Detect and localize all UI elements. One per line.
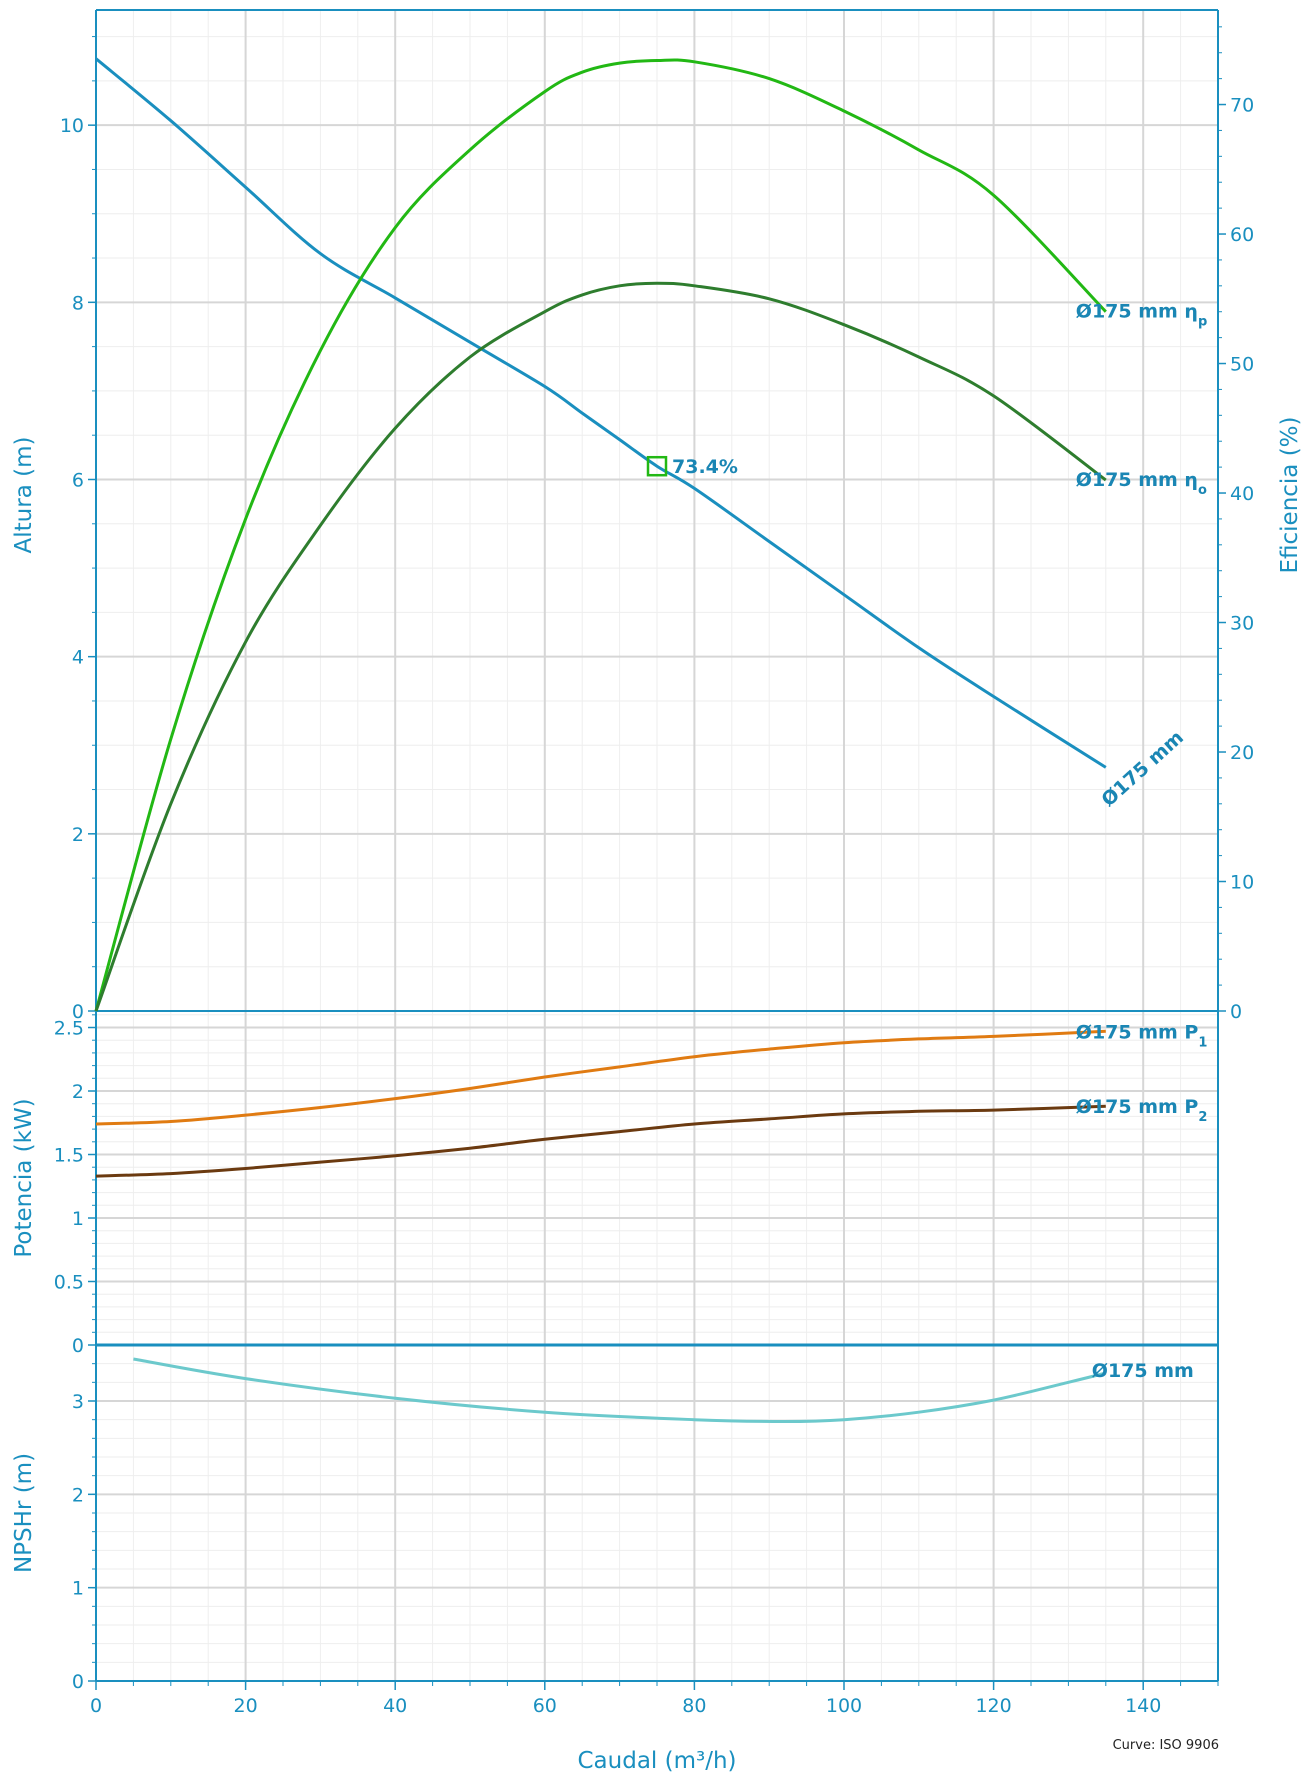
efficiency-tick-label: 20 [1230,742,1254,764]
eta-o-curve [94,281,1107,1012]
x-tick-label: 80 [682,1695,706,1717]
x-axis-title: Caudal (m³/h) [577,1748,736,1774]
series-layer [94,57,1107,1423]
head-y-tick-label: 4 [72,647,84,669]
x-tick-label: 0 [90,1695,102,1717]
x-tick-label: 20 [234,1695,258,1717]
efficiency-tick-label: 30 [1230,613,1254,635]
curve-standard-note: Curve: ISO 9906 [1113,1738,1219,1753]
power-y-tick-label: 1.5 [54,1145,84,1167]
head-y-axis-title: Altura (m) [11,437,37,554]
p1-curve-label: Ø175 mm P1 [1076,1021,1208,1050]
power-y-axis-title: Potencia (kW) [11,1098,37,1257]
eta-p-curve [94,58,1107,1012]
npsh-y-tick-label: 2 [72,1484,84,1506]
power-y-tick-label: 2.5 [54,1018,84,1040]
x-tick-label: 140 [1125,1695,1161,1717]
best-efficiency-marker [646,455,668,477]
power-y-tick-label: 2 [72,1081,84,1103]
eta-o-curve-label: Ø175 mm ηo [1076,469,1207,498]
head-y-tick-label: 6 [72,469,84,491]
npsh-curve [133,1357,1107,1423]
head-curve [95,57,1107,769]
p2-curve [95,1104,1106,1178]
efficiency-tick-label: 70 [1230,95,1254,117]
power-y-tick-label: 1 [72,1208,84,1230]
efficiency-tick-label: 40 [1230,483,1254,505]
npsh-curve-label: Ø175 mm [1092,1360,1194,1382]
npsh-y-tick-label: 3 [72,1391,84,1413]
efficiency-tick-label: 60 [1230,224,1254,246]
best-efficiency-label: 73.4% [672,456,738,478]
x-tick-label: 40 [383,1695,407,1717]
eta-p-curve-label: Ø175 mm ηp [1076,301,1207,330]
npsh-y-tick-label: 1 [72,1578,84,1600]
efficiency-tick-label: 50 [1230,354,1254,376]
head-y-tick-label: 8 [72,292,84,314]
grid-layer [96,10,1218,1681]
npsh-y-axis-title: NPSHr (m) [11,1453,37,1573]
npsh-y-tick-label: 0 [72,1671,84,1693]
p1-curve [95,1029,1106,1126]
head-y-tick-label: 0 [72,1001,84,1023]
head-y-tick-label: 2 [72,824,84,846]
efficiency-tick-label: 0 [1230,1001,1242,1023]
efficiency-y-axis-title: Eficiencia (%) [1277,416,1303,573]
power-y-tick-label: 0.5 [54,1272,84,1294]
head-y-tick-label: 10 [60,115,84,137]
x-tick-label: 100 [826,1695,862,1717]
x-tick-label: 120 [975,1695,1011,1717]
efficiency-tick-label: 10 [1230,872,1254,894]
power-y-tick-label: 0 [72,1335,84,1357]
x-tick-label: 60 [533,1695,557,1717]
p2-curve-label: Ø175 mm P2 [1076,1096,1208,1125]
